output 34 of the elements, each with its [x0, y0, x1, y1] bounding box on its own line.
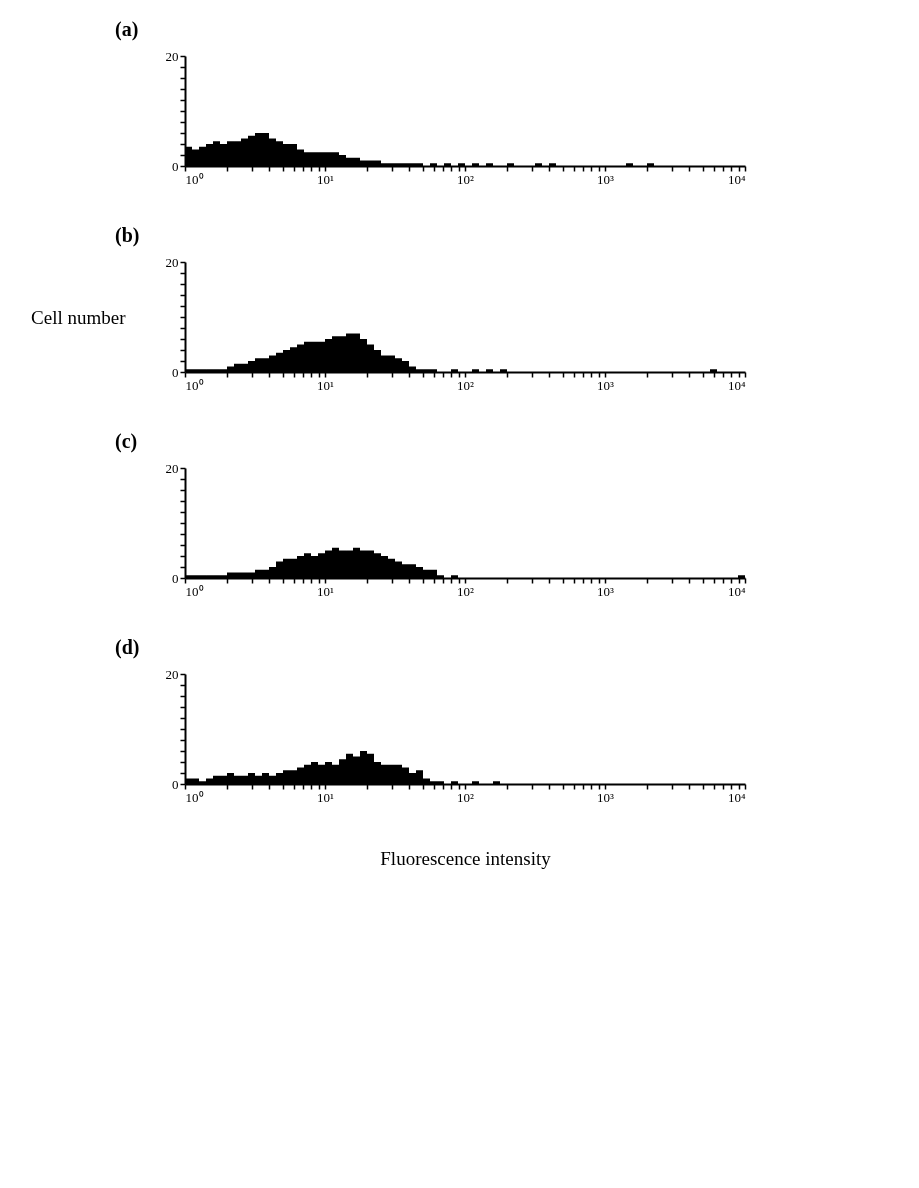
x-tick-label: 10³	[597, 789, 615, 805]
x-tick-label: 10⁰	[185, 583, 204, 599]
chart-title: (a)	[115, 18, 139, 41]
x-tick-label: 10³	[597, 583, 615, 599]
y-tick-label: 0	[172, 364, 179, 380]
x-tick-label: 10⁴	[727, 583, 746, 599]
x-tick-label: 10¹	[317, 171, 335, 187]
y-tick-label: 20	[165, 254, 179, 270]
y-tick-label: 20	[165, 666, 179, 682]
y-tick-label: 0	[172, 570, 179, 586]
chart-title: (b)	[115, 224, 140, 247]
x-tick-label: 10²	[457, 377, 475, 393]
x-tick-label: 10⁰	[185, 171, 204, 187]
x-tick-label: 10¹	[317, 583, 335, 599]
x-axis-title: Fluorescence intensity	[380, 847, 552, 869]
x-tick-label: 10⁴	[727, 171, 746, 187]
y-tick-label: 0	[172, 158, 179, 174]
x-tick-label: 10⁴	[727, 377, 746, 393]
y-tick-label: 20	[165, 460, 179, 476]
x-tick-label: 10²	[457, 171, 475, 187]
x-tick-label: 10³	[597, 171, 615, 187]
y-axis-title: Cell number	[31, 306, 127, 328]
x-tick-label: 10⁰	[185, 377, 204, 393]
x-tick-label: 10²	[457, 583, 475, 599]
x-tick-label: 10⁴	[727, 789, 746, 805]
x-tick-label: 10³	[597, 377, 615, 393]
x-tick-label: 10¹	[317, 789, 335, 805]
x-tick-label: 10²	[457, 789, 475, 805]
x-tick-label: 10⁰	[185, 789, 204, 805]
chart-title: (c)	[115, 430, 138, 453]
y-tick-label: 20	[165, 48, 179, 64]
y-tick-label: 0	[172, 776, 179, 792]
x-tick-label: 10¹	[317, 377, 335, 393]
chart-title: (d)	[115, 636, 140, 659]
